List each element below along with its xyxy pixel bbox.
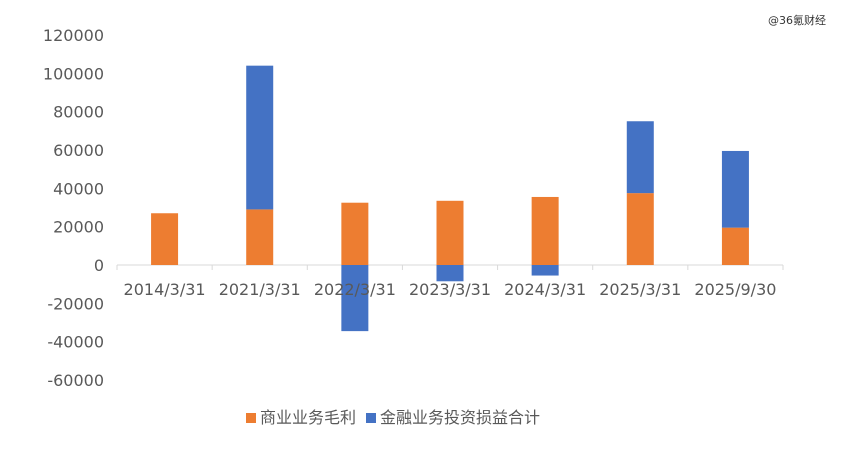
- bar-segment: [531, 196, 559, 265]
- y-tick-label: 80000: [53, 103, 104, 122]
- bar-segment: [721, 227, 749, 265]
- y-tick-label: 0: [94, 256, 104, 275]
- legend-swatch: [246, 413, 256, 423]
- x-tick-label: 2022/3/31: [314, 280, 396, 299]
- x-tick-label: 2014/3/31: [124, 280, 206, 299]
- bar-segment: [341, 202, 369, 265]
- y-tick-label: 120000: [43, 26, 104, 45]
- watermark: @36氪财经: [768, 14, 826, 27]
- bar-segment: [721, 150, 749, 228]
- bar-segment: [626, 193, 654, 265]
- y-tick-label: -20000: [47, 294, 104, 313]
- y-tick-label: -40000: [47, 333, 104, 352]
- bar-segment: [436, 265, 464, 282]
- bar-segment: [151, 213, 179, 265]
- x-tick-label: 2025/9/30: [694, 280, 776, 299]
- bar-segment: [246, 209, 274, 265]
- y-tick-label: -60000: [47, 371, 104, 390]
- x-axis-ticks: 2014/3/31 2021/3/31 2022/3/31 2023/3/31 2024…: [124, 280, 777, 299]
- y-tick-label: 60000: [53, 141, 104, 160]
- bar-segment: [246, 65, 274, 210]
- legend-swatch: [366, 413, 376, 423]
- x-tick-label: 2023/3/31: [409, 280, 491, 299]
- legend-label: 商业业务毛利: [260, 408, 356, 427]
- y-axis-ticks: 120000 100000 80000 60000 40000 20000 0 -20000 -…: [43, 26, 104, 390]
- bar-segment: [531, 265, 559, 276]
- bar-segment: [341, 265, 369, 332]
- legend: 商业业务毛利 金融业务投资损益合计: [246, 408, 540, 427]
- x-tick-label: 2024/3/31: [504, 280, 586, 299]
- legend-label: 金融业务投资损益合计: [380, 408, 540, 427]
- bar-segment: [436, 200, 464, 265]
- y-tick-label: 40000: [53, 179, 104, 198]
- x-tick-label: 2021/3/31: [219, 280, 301, 299]
- x-tick-label: 2025/3/31: [599, 280, 681, 299]
- y-tick-label: 20000: [53, 218, 104, 237]
- y-tick-label: 100000: [43, 64, 104, 83]
- bars: [151, 65, 749, 332]
- bar-segment: [626, 121, 654, 194]
